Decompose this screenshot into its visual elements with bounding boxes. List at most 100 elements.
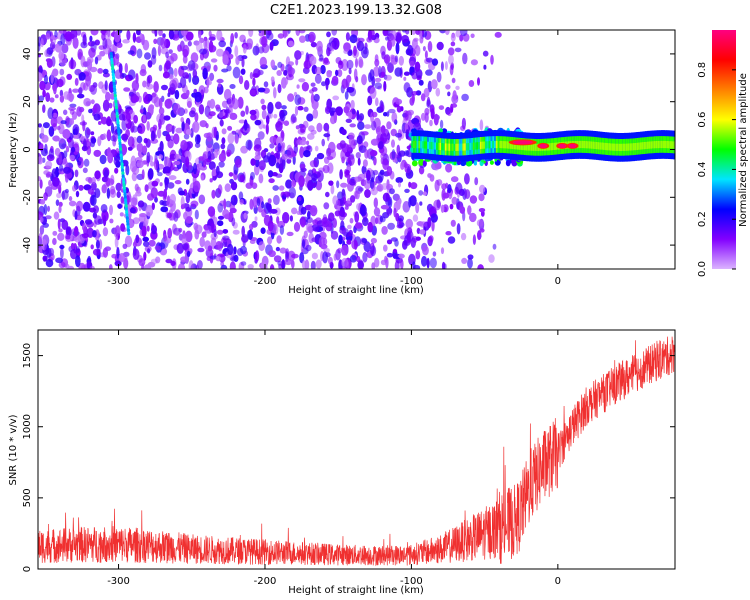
noise-cell <box>106 187 111 199</box>
noise-cell <box>51 168 57 180</box>
diagonal-streak-cell <box>109 54 114 59</box>
carrier-line-cell <box>413 140 416 149</box>
noise-cell <box>295 58 299 66</box>
noise-cell <box>141 145 148 154</box>
noise-cell <box>393 207 397 218</box>
diagonal-streak-cell <box>120 162 124 167</box>
noise-cell <box>138 258 146 267</box>
noise-cell <box>147 60 153 68</box>
noise-cell <box>316 40 323 52</box>
noise-cell <box>369 179 375 190</box>
noise-cell <box>199 120 208 128</box>
noise-cell <box>321 138 326 147</box>
noise-cell <box>363 241 371 253</box>
noise-cell <box>148 104 155 111</box>
noise-cell <box>147 248 151 254</box>
noise-cell <box>208 111 216 117</box>
noise-cell <box>363 178 372 190</box>
noise-cell <box>48 247 55 257</box>
noise-cell <box>198 104 205 115</box>
noise-cell <box>454 47 462 53</box>
diagonal-streak-cell <box>113 93 117 98</box>
noise-cell <box>269 41 274 51</box>
noise-cell <box>227 243 234 256</box>
noise-cell <box>109 218 114 224</box>
noise-cell <box>431 58 439 66</box>
noise-cell <box>270 208 278 214</box>
noise-cell <box>164 178 169 191</box>
noise-cell <box>66 73 73 80</box>
y-tick-label: 20 <box>22 95 33 108</box>
noise-cell <box>176 242 184 254</box>
noise-cell <box>101 184 107 194</box>
carrier-line-cell <box>608 143 611 151</box>
carrier-line-cell <box>509 141 512 149</box>
noise-cell <box>118 108 124 115</box>
noise-cell <box>303 59 312 70</box>
noise-cell <box>229 84 236 89</box>
noise-cell <box>390 36 396 47</box>
noise-cell <box>159 182 163 187</box>
noise-cell <box>163 233 168 242</box>
noise-cell <box>309 55 317 66</box>
noise-cell <box>356 109 360 121</box>
noise-cell <box>206 143 213 154</box>
noise-cell <box>301 239 306 249</box>
colorbar-gradient <box>712 30 736 269</box>
noise-cell <box>285 179 293 189</box>
carrier-line-cell <box>423 141 426 149</box>
noise-cell <box>165 60 171 70</box>
noise-cell <box>250 113 257 121</box>
carrier-line-cell <box>501 141 504 149</box>
noise-cell <box>78 184 84 191</box>
noise-cell <box>307 169 314 177</box>
noise-cell <box>192 69 198 78</box>
noise-cell <box>279 112 286 122</box>
noise-cell <box>208 161 216 171</box>
noise-cell <box>167 92 171 97</box>
noise-cell <box>65 146 70 153</box>
noise-cell <box>147 168 154 180</box>
noise-cell <box>346 144 352 151</box>
carrier-line-cell <box>527 143 530 151</box>
noise-cell <box>362 159 368 168</box>
noise-cell <box>121 227 127 233</box>
noise-cell <box>124 62 128 74</box>
carrier-line-cell <box>462 143 465 151</box>
noise-cell <box>173 67 178 77</box>
carrier-line-cell <box>495 140 498 149</box>
noise-cell <box>44 244 48 255</box>
noise-cell <box>353 68 358 81</box>
noise-cell <box>387 132 391 141</box>
noise-cell <box>217 184 223 195</box>
noise-cell <box>469 212 477 223</box>
noise-cell <box>450 103 458 108</box>
noise-cell <box>447 111 452 117</box>
noise-cell <box>229 207 237 214</box>
noise-cell <box>347 157 351 164</box>
noise-cell <box>303 150 311 158</box>
noise-cell <box>467 254 474 260</box>
noise-cell <box>451 77 456 84</box>
noise-cell <box>88 47 96 58</box>
noise-cell <box>125 164 130 176</box>
noise-cell <box>275 246 280 252</box>
noise-cell <box>114 167 119 174</box>
carrier-line-cell <box>439 142 442 151</box>
noise-cell <box>349 178 356 186</box>
noise-cell <box>444 30 450 36</box>
noise-cell <box>331 75 339 85</box>
carrier-turbulence-cell <box>411 160 418 167</box>
noise-cell <box>69 154 75 161</box>
noise-cell <box>206 76 210 89</box>
noise-cell <box>398 215 404 222</box>
noise-cell <box>407 109 415 116</box>
noise-cell <box>90 30 99 36</box>
diagonal-streak-cell <box>119 150 123 155</box>
noise-cell <box>160 36 167 49</box>
noise-cell <box>403 71 410 76</box>
noise-cell <box>338 60 343 66</box>
noise-cell <box>359 204 367 217</box>
noise-cell <box>281 105 287 110</box>
noise-cell <box>155 256 161 264</box>
